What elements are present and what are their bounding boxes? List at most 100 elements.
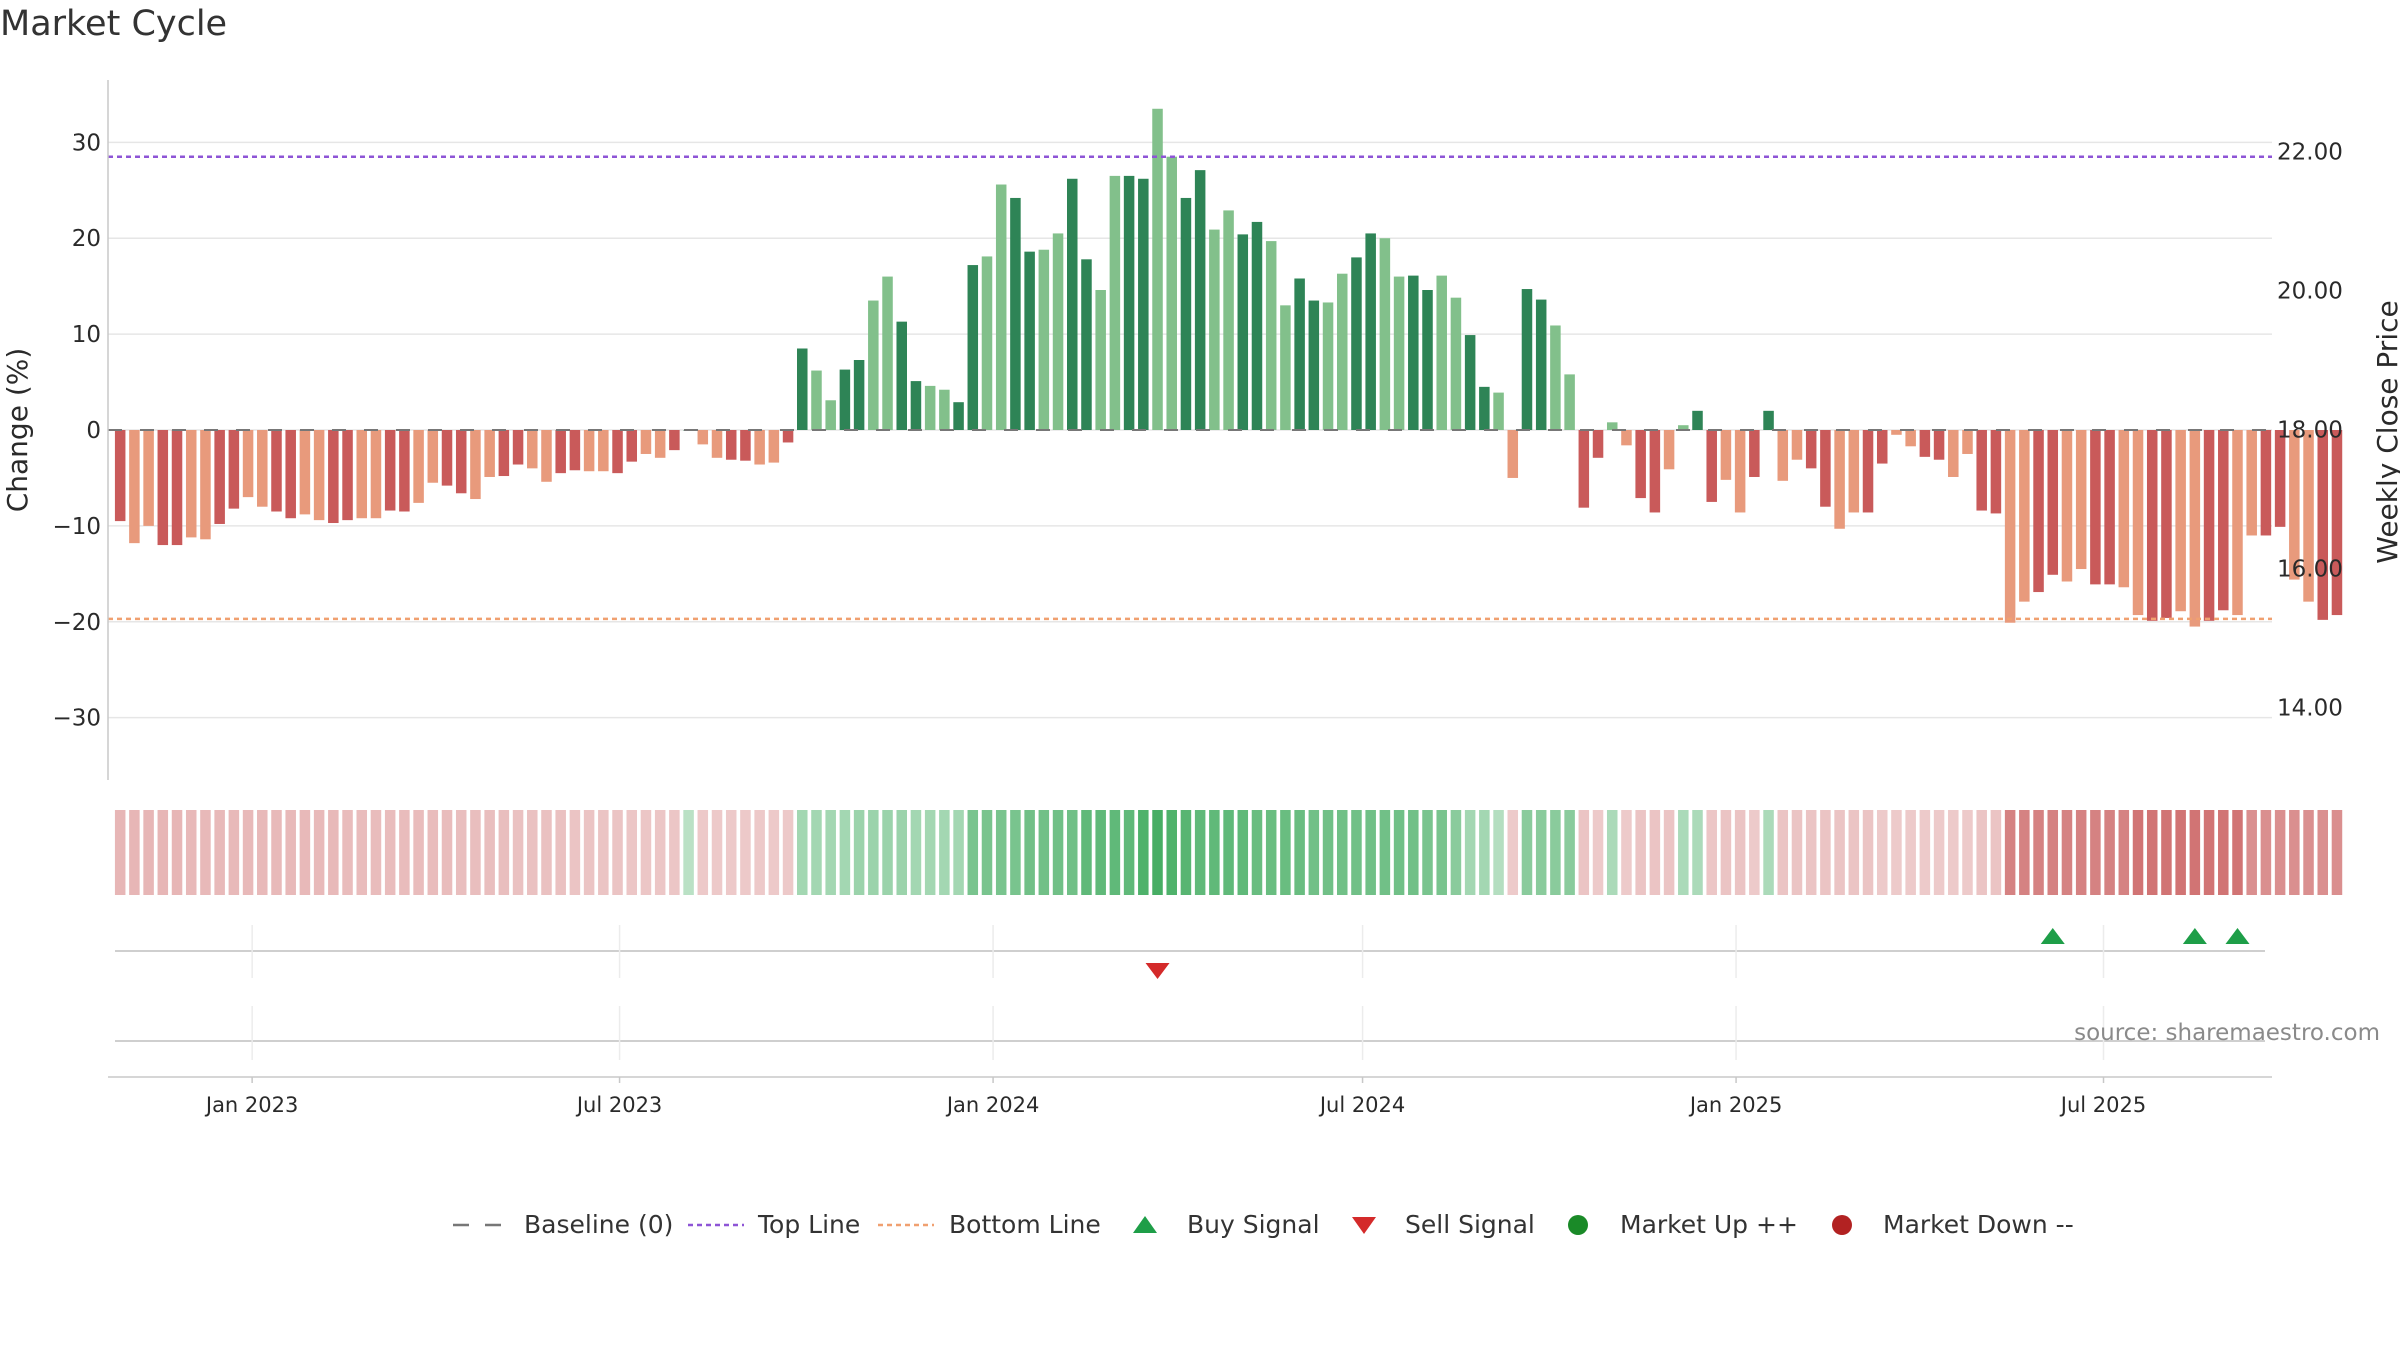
strength-cell <box>214 810 225 895</box>
bar <box>1635 430 1646 499</box>
legend-item: Market Up ++ <box>1568 1210 1798 1239</box>
strength-cell <box>2189 810 2201 895</box>
strength-cell <box>1123 810 1135 895</box>
legend-item: Market Down -- <box>1832 1210 2074 1239</box>
strength-cell <box>143 810 154 895</box>
bar <box>2090 430 2101 585</box>
strength-cell <box>512 810 524 895</box>
bar <box>185 430 197 538</box>
bar <box>1678 425 1689 430</box>
bar <box>583 430 595 472</box>
bar <box>1621 430 1632 446</box>
bar <box>1351 257 1362 430</box>
bar <box>882 276 893 430</box>
legend-item: Sell Signal <box>1352 1210 1535 1239</box>
bar <box>1876 430 1888 464</box>
strength-cell <box>1990 810 2002 895</box>
strength-cell <box>399 810 410 895</box>
strength-cell <box>328 810 339 895</box>
strength-cell <box>1422 810 1433 895</box>
bar <box>2218 430 2229 611</box>
bar <box>1109 175 1121 430</box>
strength-cell <box>1578 810 1590 895</box>
legend-label: Market Down -- <box>1883 1210 2074 1239</box>
bar <box>1408 275 1419 430</box>
bar <box>299 430 311 515</box>
strength-cell <box>2274 810 2286 895</box>
strength-cell <box>1322 810 1334 895</box>
bar <box>1862 430 1874 513</box>
strength-cell <box>2104 810 2115 895</box>
strength-cell <box>384 810 396 895</box>
legend-sell-icon <box>1352 1217 1376 1234</box>
legend-buy-icon <box>1133 1216 1157 1233</box>
strength-cell <box>1649 810 1661 895</box>
strength-cell <box>2132 810 2144 895</box>
bar <box>1606 422 1618 430</box>
legend-label: Buy Signal <box>1187 1210 1320 1239</box>
strength-cell <box>2175 810 2186 895</box>
bar <box>598 430 609 472</box>
bar <box>2146 430 2158 621</box>
bar <box>1294 278 1305 430</box>
strength-cell <box>1564 810 1575 895</box>
strength-cell <box>1152 810 1163 895</box>
strength-cell <box>242 810 254 895</box>
y2-tick-label: 20.00 <box>2277 279 2343 305</box>
bar <box>1692 410 1703 430</box>
strength-cell <box>683 810 694 895</box>
y-tick-label: 10 <box>72 322 101 348</box>
bar <box>1251 221 1263 430</box>
strength-cell <box>2161 810 2172 895</box>
strength-cell <box>953 810 964 895</box>
strength-cell <box>1052 810 1064 895</box>
strength-cell <box>498 810 510 895</box>
strength-cell <box>853 810 865 895</box>
bar <box>1763 410 1774 430</box>
strength-cell <box>1081 810 1092 895</box>
strength-cell <box>1024 810 1035 895</box>
strength-cell <box>797 810 808 895</box>
strength-cell <box>1408 810 1419 895</box>
bar <box>143 430 154 526</box>
bar <box>2104 430 2115 585</box>
bar <box>797 348 808 430</box>
bar <box>1720 430 1732 480</box>
strength-cell <box>2246 810 2257 895</box>
strength-cell <box>2303 810 2314 895</box>
strength-cell <box>1678 810 1689 895</box>
strength-cell <box>1905 810 1916 895</box>
y-axis-title: Change (%) <box>1 348 34 513</box>
bar <box>825 400 836 430</box>
bar <box>2118 430 2130 588</box>
bar <box>1422 290 1433 430</box>
bar <box>271 430 282 512</box>
signal-panel <box>115 925 2265 979</box>
bar <box>768 430 780 463</box>
bar <box>1095 290 1106 430</box>
y-tick-label: −20 <box>52 610 101 636</box>
bar <box>1933 430 1945 460</box>
bar <box>811 370 822 430</box>
bar <box>1237 234 1249 430</box>
strength-cell <box>1166 810 1177 895</box>
y2-tick-label: 16.00 <box>2277 557 2343 583</box>
bar <box>2033 430 2044 593</box>
strength-cell <box>200 810 211 895</box>
bar <box>868 300 879 430</box>
strength-cell <box>2289 810 2300 895</box>
bar <box>1905 430 1916 447</box>
bar <box>853 360 865 430</box>
y2-tick-label: 14.00 <box>2277 696 2343 722</box>
bar <box>484 430 495 477</box>
y-tick-label: −10 <box>52 514 101 540</box>
bar <box>1365 233 1376 430</box>
bar <box>1848 430 1860 513</box>
bar <box>953 402 964 430</box>
bar <box>285 430 296 519</box>
strength-cell <box>669 810 680 895</box>
bar <box>1152 108 1163 430</box>
bar <box>1976 430 1987 511</box>
strength-cell <box>1749 810 1760 895</box>
